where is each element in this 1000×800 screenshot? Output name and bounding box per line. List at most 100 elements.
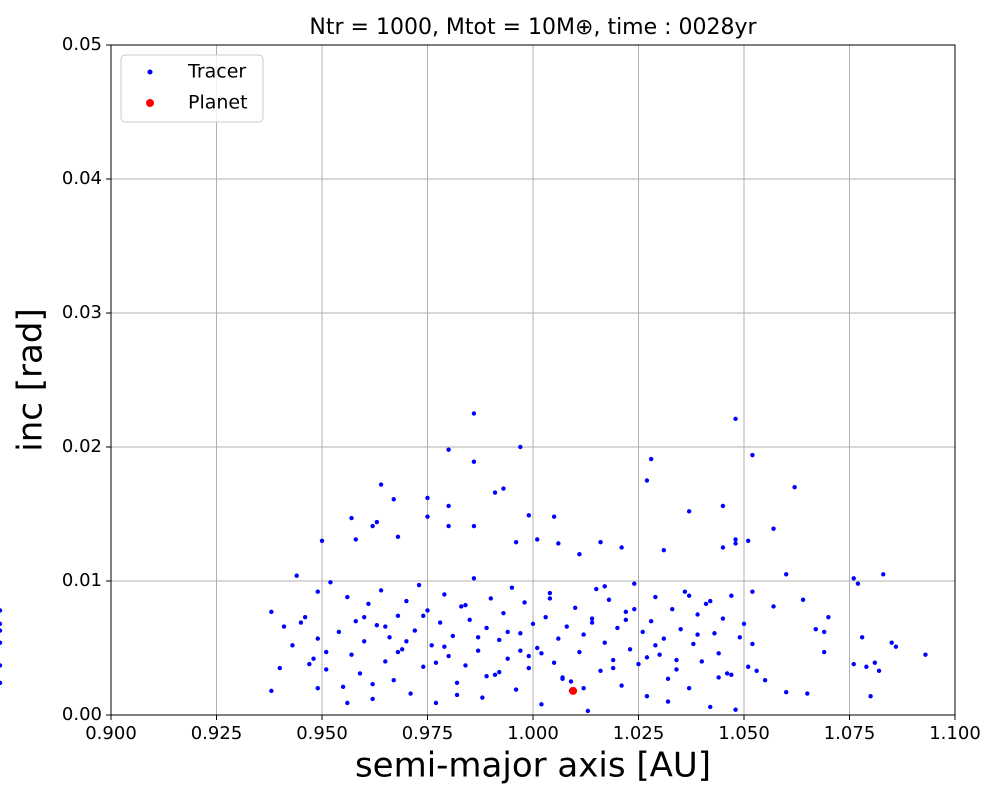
tracer-point xyxy=(750,641,755,647)
tracer-point xyxy=(720,616,726,621)
tracer-point xyxy=(708,598,713,604)
x-tick-label: 0.900 xyxy=(85,723,137,744)
tracer-point xyxy=(391,677,396,683)
tracer-point xyxy=(864,664,869,669)
tracer-point xyxy=(513,687,519,692)
tracer-point xyxy=(821,649,827,655)
legend-label: Planet xyxy=(188,92,248,114)
tracer-point xyxy=(716,651,721,656)
tracer-point xyxy=(682,589,688,594)
x-tick-label: 1.050 xyxy=(718,723,770,744)
tracer-point xyxy=(602,640,607,645)
tracer-point xyxy=(492,490,498,495)
tracer-point xyxy=(686,593,692,598)
tracer-point xyxy=(311,656,316,661)
tracer-point xyxy=(619,545,624,550)
tracer-point xyxy=(589,616,595,621)
tracer-point xyxy=(497,669,502,675)
tracer-point xyxy=(395,649,401,655)
tracer-point xyxy=(463,663,468,668)
tracer-point xyxy=(800,597,806,602)
tracer-point xyxy=(421,613,426,619)
tracer-point xyxy=(433,660,439,665)
tracer-point xyxy=(610,657,616,663)
tracer-point xyxy=(471,523,477,529)
tracer-point xyxy=(678,627,683,632)
tracer-point xyxy=(416,582,422,588)
tracer-point xyxy=(771,526,776,531)
tracer-point xyxy=(522,600,527,605)
tracer-point xyxy=(269,609,274,615)
tracer-point xyxy=(568,679,574,684)
tracer-point xyxy=(501,486,506,491)
tracer-point xyxy=(446,523,451,529)
x-tick-label: 0.950 xyxy=(296,723,348,744)
tracer-point xyxy=(581,632,586,637)
tracer-point xyxy=(876,668,882,673)
tracer-point xyxy=(425,495,430,501)
tracer-point xyxy=(395,613,401,619)
tracer-point xyxy=(442,592,447,597)
tracer-point xyxy=(644,694,650,699)
legend-marker xyxy=(146,99,154,107)
tracer-point xyxy=(425,608,430,613)
tracer-point xyxy=(437,620,443,625)
x-tick-label: 1.100 xyxy=(929,723,981,744)
tracer-point xyxy=(564,624,569,629)
tracer-point xyxy=(653,594,658,600)
tracer-point xyxy=(277,665,282,671)
tracer-point xyxy=(475,648,481,653)
x-axis-label: semi-major axis [AU] xyxy=(355,746,711,786)
tracer-point xyxy=(0,663,3,668)
tracer-point xyxy=(577,649,582,655)
tracer-point xyxy=(429,643,434,648)
tracer-point xyxy=(615,625,620,631)
tracer-point xyxy=(665,699,671,704)
tracer-point xyxy=(539,702,544,707)
tracer-point xyxy=(573,605,578,610)
tracer-point xyxy=(471,459,477,464)
tracer-point xyxy=(792,485,797,490)
tracer-point xyxy=(315,589,320,594)
tracer-point xyxy=(855,581,861,586)
tracer-point xyxy=(349,652,354,657)
tracer-point xyxy=(644,478,650,483)
tracer-point xyxy=(686,509,692,514)
tracer-point xyxy=(412,628,418,633)
tracer-point xyxy=(661,547,667,553)
tracer-point xyxy=(0,680,3,686)
tracer-point xyxy=(665,676,671,682)
planet-point xyxy=(569,686,578,695)
tracer-point xyxy=(315,686,320,691)
tracer-point xyxy=(459,604,464,609)
tracer-point xyxy=(771,604,776,609)
tracer-point xyxy=(670,606,675,612)
tracer-point xyxy=(446,447,451,452)
tracer-point xyxy=(784,572,789,577)
tracer-point xyxy=(366,601,371,606)
tracer-point xyxy=(497,637,502,643)
tracer-point xyxy=(408,691,413,696)
tracer-point xyxy=(328,580,333,585)
tracer-point xyxy=(370,696,375,702)
x-tick-label: 0.925 xyxy=(191,723,243,744)
tracer-point xyxy=(298,620,304,625)
tracer-point xyxy=(674,667,679,672)
tracer-point xyxy=(674,657,679,663)
y-tick-label: 0.05 xyxy=(62,34,102,55)
tracer-point xyxy=(535,537,540,542)
tracer-point xyxy=(872,660,878,665)
tracer-point xyxy=(547,590,553,596)
tracer-point xyxy=(893,644,899,649)
tracer-point xyxy=(421,664,426,669)
tracer-point xyxy=(454,692,460,698)
tracer-point xyxy=(813,627,818,632)
tracer-point xyxy=(724,671,730,676)
tracer-point xyxy=(610,665,616,671)
tracer-point xyxy=(488,596,493,601)
tracer-point xyxy=(695,612,700,617)
tracer-point xyxy=(404,598,409,604)
legend-box xyxy=(120,54,264,123)
tracer-point xyxy=(859,635,865,640)
